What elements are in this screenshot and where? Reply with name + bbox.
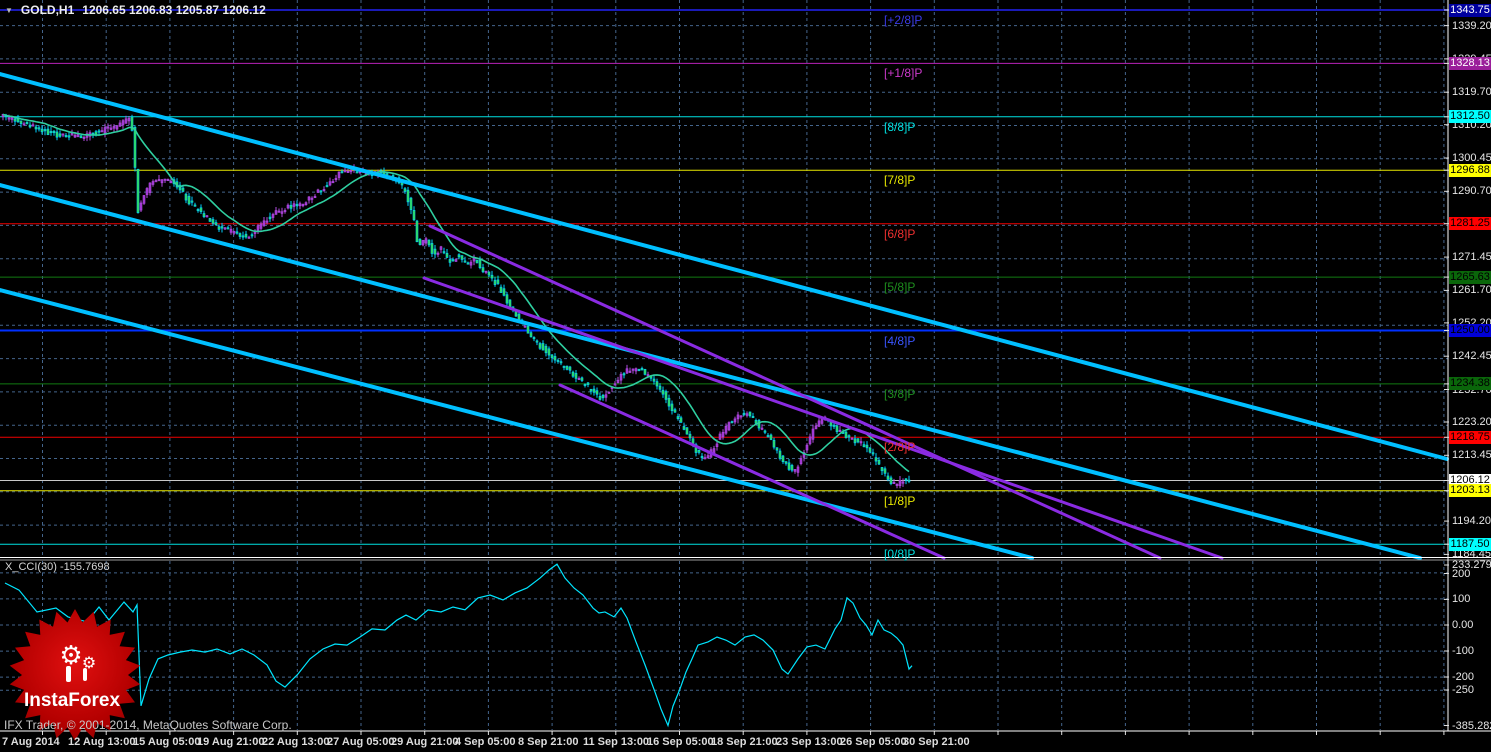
- price-axis-label: 1319.70: [1452, 86, 1491, 99]
- price-axis-box: 1296.88: [1449, 163, 1491, 177]
- price-axis-label: 1300.45: [1452, 152, 1491, 164]
- price-axis-label: 1223.20: [1452, 416, 1491, 428]
- time-axis-label: 30 Sep 21:00: [903, 736, 970, 748]
- time-axis-label: 7 Aug 2014: [2, 736, 60, 748]
- time-axis-label: 16 Sep 05:00: [647, 736, 714, 748]
- chart-title-bar: ▼ GOLD,H1 1206.65 1206.83 1205.87 1206.1…: [5, 3, 266, 17]
- price-axis-box: 1281.25: [1449, 217, 1491, 231]
- ohlc-values: 1206.65 1206.83 1205.87 1206.12: [82, 3, 266, 17]
- price-axis-box: 1203.13: [1449, 484, 1491, 498]
- cci-axis-label: -100: [1452, 645, 1475, 657]
- price-axis-label: 1213.45: [1452, 449, 1491, 462]
- instaforex-logo-text: InstaForex: [24, 690, 121, 711]
- price-axis-box: 1234.38: [1449, 377, 1491, 391]
- murray-label: [5/8]P: [884, 280, 916, 295]
- time-axis-label: 18 Sep 21:00: [711, 736, 778, 748]
- price-axis-label: 1271.45: [1452, 251, 1491, 264]
- price-axis-box: 1343.75: [1449, 3, 1491, 17]
- price-axis-label: 1184.45: [1452, 548, 1491, 561]
- price-axis-label: 1261.70: [1452, 284, 1491, 297]
- price-axis-label: 1242.45: [1452, 350, 1491, 363]
- murray-label: [4/8]P: [884, 333, 916, 348]
- cci-axis-label: -200: [1452, 671, 1475, 683]
- murray-label: [1/8]P: [884, 493, 916, 508]
- murray-label: [+2/8]P: [884, 13, 923, 27]
- cci-axis-label: 0.00: [1452, 619, 1474, 631]
- indicator-label: X_CCI(30) -155.7698: [5, 561, 110, 573]
- cci-axis-label: 100: [1452, 593, 1471, 606]
- time-axis-label: 11 Sep 13:00: [583, 736, 650, 748]
- price-axis-box: 1312.50: [1449, 110, 1491, 124]
- time-axis-label: 4 Sep 05:00: [455, 736, 516, 748]
- instaforex-logo: ⚙ ⚙ InstaForex: [9, 609, 141, 741]
- murray-label: [3/8]P: [884, 386, 916, 401]
- murray-label: [+1/8]P: [884, 66, 923, 81]
- time-axis-label: 29 Aug 21:00: [391, 736, 459, 748]
- price-axis-box: 1328.13: [1449, 56, 1491, 70]
- price-axis-box: 1206.12: [1449, 474, 1491, 487]
- price-axis-box: 1250.00: [1449, 324, 1491, 337]
- time-axis-label: 19 Aug 21:00: [197, 736, 265, 748]
- murray-label: [8/8]P: [884, 119, 916, 134]
- svg-text:⚙: ⚙: [59, 641, 82, 671]
- time-axis-label: 8 Sep 21:00: [518, 736, 579, 748]
- price-axis-label: 1290.70: [1452, 185, 1491, 198]
- price-axis-label: 1194.20: [1452, 515, 1491, 528]
- price-axis-box: 1187.50: [1449, 537, 1491, 551]
- murray-label: [6/8]P: [884, 226, 916, 241]
- time-axis-label: 26 Sep 05:00: [840, 736, 907, 748]
- symbol-dropdown-icon[interactable]: ▼: [5, 5, 13, 15]
- murray-label: [0/8]P: [884, 547, 916, 562]
- murray-label: [2/8]P: [884, 440, 916, 455]
- cci-axis-label: 233.2797: [1452, 559, 1491, 571]
- time-axis-label: 12 Aug 13:00: [68, 736, 136, 748]
- time-axis-label: 23 Sep 13:00: [776, 736, 843, 748]
- murray-label: [7/8]P: [884, 173, 916, 188]
- price-axis-label: 1339.20: [1452, 19, 1491, 32]
- cci-axis-label: -250: [1452, 684, 1475, 696]
- time-axis-label: 27 Aug 05:00: [327, 736, 395, 748]
- cci-axis-label: 200: [1452, 567, 1471, 580]
- symbol-period-label: GOLD,H1: [20, 3, 75, 17]
- copyright-text: IFX Trader, © 2001-2014, MetaQuotes Soft…: [4, 718, 292, 732]
- svg-text:⚙: ⚙: [82, 653, 96, 672]
- cci-axis-label: -385.2823: [1452, 719, 1491, 732]
- price-axis-box: 1218.75: [1449, 430, 1491, 444]
- time-axis-label: 15 Aug 05:00: [133, 736, 201, 748]
- price-axis-box: 1265.63: [1449, 270, 1491, 284]
- time-axis-label: 22 Aug 13:00: [262, 736, 330, 748]
